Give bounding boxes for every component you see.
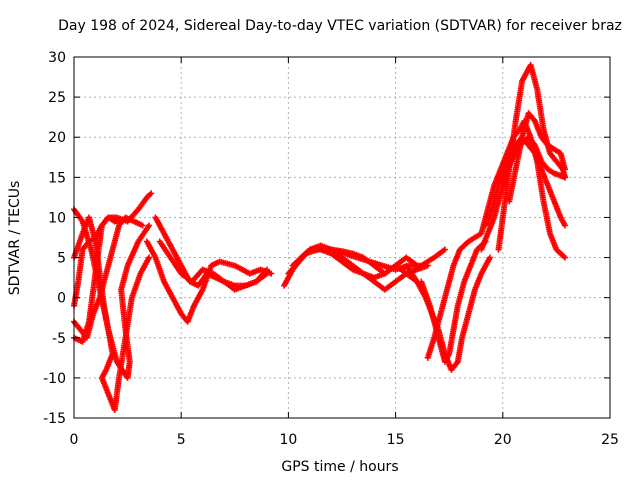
data-point-marker: [139, 222, 146, 229]
data-point-marker: [561, 166, 568, 173]
data-point-marker: [118, 216, 125, 223]
y-tick-label: 5: [57, 251, 66, 267]
series-track-12: [306, 244, 421, 277]
y-tick-label: 10: [48, 210, 66, 226]
data-point-marker: [561, 174, 568, 181]
data-point-marker: [263, 266, 270, 273]
x-tick-label: 20: [494, 432, 512, 448]
y-tick-label: 0: [57, 291, 66, 307]
x-tick-label: 25: [601, 432, 619, 448]
x-tick-label: 15: [387, 432, 405, 448]
data-point-marker: [414, 262, 421, 269]
grid-lines: [74, 57, 610, 418]
x-axis-label: GPS time / hours: [281, 459, 398, 475]
y-tick-label: -15: [43, 411, 66, 427]
y-tick-label: -10: [43, 371, 66, 387]
axis-ticks: 0 5 10 15 20 25 -15 -10 -5 0 5 10 15 20 25 30: [43, 50, 619, 448]
series-track-20: [506, 110, 568, 205]
series-track-15: [424, 134, 517, 361]
y-tick-label: 25: [48, 90, 66, 106]
chart-title: Day 198 of 2024, Sidereal Day-to-day VTE…: [58, 18, 622, 34]
y-tick-label: 15: [48, 170, 66, 186]
data-series: [71, 62, 568, 413]
data-point-marker: [441, 246, 448, 253]
series-track-14: [418, 238, 489, 365]
y-tick-label: 20: [48, 130, 66, 146]
data-point-marker: [486, 254, 493, 261]
plot-frame: [73, 56, 611, 419]
x-tick-label: 0: [70, 432, 79, 448]
series-track-8: [152, 214, 270, 293]
y-axis-label: SDTVAR / TECUs: [7, 181, 23, 296]
data-point-marker: [146, 254, 153, 261]
x-tick-label: 10: [279, 432, 297, 448]
y-tick-label: 30: [48, 50, 66, 66]
y-tick-label: -5: [52, 331, 66, 347]
data-point-marker: [146, 222, 153, 229]
data-point-marker: [561, 222, 568, 229]
data-point-marker: [148, 190, 155, 197]
data-point-marker: [561, 254, 568, 261]
x-tick-label: 5: [177, 432, 186, 448]
